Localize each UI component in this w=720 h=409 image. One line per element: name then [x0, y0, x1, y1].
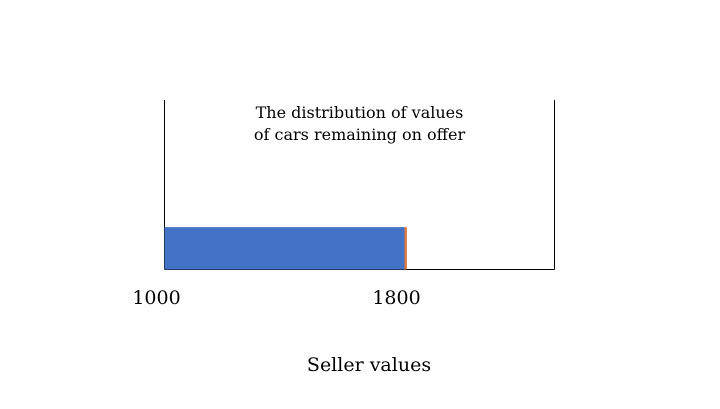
bars-layer: [164, 227, 407, 270]
x-tick-label-1800: 1800: [372, 287, 420, 309]
bar-segment-2: [404, 227, 407, 270]
bar-segment-1: [164, 227, 405, 270]
chart-title-line-2: of cars remaining on offer: [254, 125, 466, 144]
x-tick-labels: 1000 1800: [132, 287, 420, 309]
x-axis-label: Seller values: [307, 354, 431, 376]
x-tick-label-1000: 1000: [132, 287, 180, 309]
chart-title: The distribution of values of cars remai…: [254, 103, 466, 144]
chart-title-line-1: The distribution of values: [256, 103, 464, 122]
